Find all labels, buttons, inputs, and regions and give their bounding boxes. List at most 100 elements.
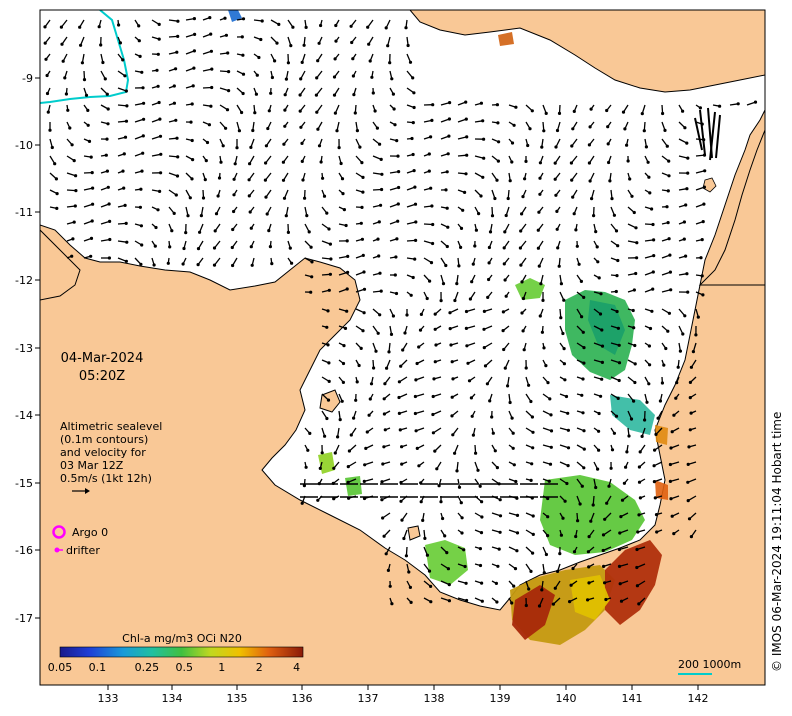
altimetry-note-line-1: Altimetric sealevel [60, 420, 162, 433]
velocity-arrow-head [413, 257, 417, 261]
velocity-arrow-head [141, 86, 145, 90]
velocity-arrow-head [298, 93, 302, 97]
velocity-arrow-head [601, 548, 605, 553]
lon-tick-label: 140 [556, 692, 577, 705]
velocity-arrow-head [123, 74, 127, 78]
velocity-arrow-head [327, 361, 331, 365]
velocity-arrow-head [581, 411, 585, 415]
velocity-arrow-head [497, 547, 501, 551]
velocity-arrow-head [364, 446, 368, 450]
velocity-arrow-head [235, 146, 239, 150]
velocity-arrow-head [53, 162, 57, 166]
velocity-arrow-head [669, 288, 673, 292]
velocity-arrow-head [666, 329, 670, 333]
velocity-arrow-head [459, 226, 464, 230]
altimetry-note-line-2: (0.1m contours) [60, 433, 148, 446]
velocity-arrow-head [647, 344, 652, 348]
velocity-arrow-head [390, 77, 394, 81]
velocity-arrow-head [382, 412, 386, 416]
altimetry-note-line-3: and velocity for [60, 446, 146, 459]
velocity-arrow-head [434, 343, 438, 347]
velocity-arrow-head [447, 117, 451, 121]
velocity-arrow-head [137, 24, 141, 28]
velocity-arrow-head [490, 214, 495, 218]
velocity-arrow-head [527, 383, 531, 387]
velocity-arrow-head [445, 244, 449, 249]
velocity-arrow-head [504, 294, 508, 298]
velocity-arrow-head [412, 105, 416, 110]
velocity-arrow-head [334, 23, 338, 28]
velocity-arrow-head [632, 210, 636, 215]
velocity-arrow-head [376, 331, 380, 335]
velocity-arrow-head [105, 137, 109, 141]
velocity-arrow-head [463, 190, 467, 194]
velocity-arrow-head [282, 196, 287, 200]
velocity-arrow-head [389, 332, 394, 336]
lat-tick-label: -14 [15, 409, 33, 422]
velocity-arrow-head [82, 78, 87, 82]
velocity-arrow-head [511, 446, 515, 450]
velocity-arrow-head [496, 564, 500, 568]
velocity-arrow-head [603, 581, 607, 585]
velocity-arrow-head [428, 279, 432, 283]
velocity-arrow-head [652, 238, 656, 242]
velocity-arrow-head [327, 288, 331, 292]
velocity-arrow-head [137, 39, 141, 43]
velocity-arrow-head [282, 142, 286, 146]
velocity-arrow-head [632, 326, 636, 330]
velocity-arrow-head [354, 398, 358, 402]
velocity-arrow-head [683, 126, 687, 130]
velocity-arrow-head [530, 462, 534, 466]
velocity-arrow-head [362, 311, 366, 315]
velocity-arrow-head [557, 111, 562, 115]
velocity-arrow-head [670, 430, 674, 434]
colorbar-tick-label: 0.1 [89, 661, 107, 674]
velocity-arrow-head [542, 129, 546, 133]
velocity-arrow-head [153, 244, 157, 248]
velocity-arrow-head [700, 238, 704, 242]
velocity-arrow-head [503, 230, 507, 234]
credit-text: © IMOS 06-Mar-2024 19:11:04 Hobart time [770, 412, 784, 672]
velocity-arrow-head [417, 345, 421, 349]
velocity-arrow-head [248, 210, 252, 214]
velocity-arrow-head [384, 552, 388, 556]
velocity-arrow-head [333, 111, 337, 115]
velocity-arrow-head [417, 464, 421, 468]
velocity-arrow-head [387, 350, 391, 354]
velocity-arrow-head [455, 282, 459, 286]
velocity-arrow-head [349, 433, 353, 437]
velocity-arrow-head [378, 313, 382, 317]
velocity-arrow-head [268, 245, 272, 249]
velocity-arrow-head [465, 344, 469, 348]
velocity-arrow-head [549, 429, 554, 433]
velocity-arrow-head [477, 212, 481, 216]
velocity-arrow-head [231, 263, 235, 268]
velocity-arrow-head [444, 263, 448, 268]
velocity-arrow-head [227, 70, 231, 74]
velocity-arrow-head [190, 102, 194, 106]
velocity-arrow-head [170, 229, 174, 233]
velocity-arrow-head [362, 479, 366, 483]
velocity-arrow-head [352, 93, 356, 97]
velocity-arrow-head [491, 431, 495, 435]
velocity-arrow-head [629, 417, 634, 421]
velocity-arrow-head [315, 76, 319, 80]
velocity-arrow-head [481, 119, 485, 123]
velocity-arrow-head [683, 314, 687, 318]
velocity-arrow-head [189, 120, 193, 124]
velocity-arrow-head [320, 451, 324, 455]
velocity-arrow-head [433, 312, 437, 316]
velocity-arrow-head [351, 57, 355, 61]
velocity-arrow-head [588, 125, 592, 129]
velocity-arrow-head [90, 171, 94, 175]
velocity-arrow-head [71, 237, 75, 241]
land-arnhem-coast [40, 229, 81, 301]
velocity-arrow-head [402, 536, 406, 541]
velocity-arrow-head [510, 416, 514, 420]
velocity-arrow-head [125, 104, 129, 108]
velocity-arrow-head [633, 380, 637, 385]
velocity-arrow-head [446, 152, 450, 156]
velocity-arrow-head [217, 176, 222, 180]
velocity-arrow-head [646, 160, 650, 164]
velocity-arrow-head [45, 73, 49, 78]
